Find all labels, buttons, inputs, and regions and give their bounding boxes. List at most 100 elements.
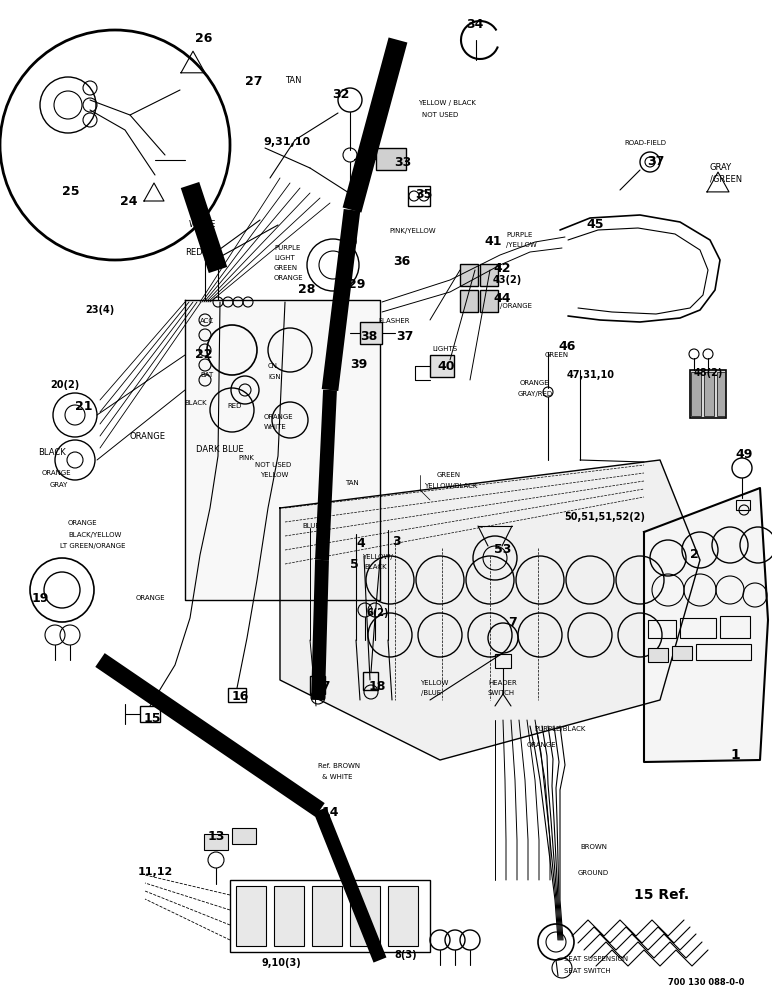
Text: PINK/YELLOW: PINK/YELLOW — [389, 228, 435, 234]
Text: 6(2): 6(2) — [366, 608, 388, 618]
Text: SWITCH: SWITCH — [487, 690, 514, 696]
Text: ORANGE: ORANGE — [274, 275, 303, 281]
Text: PINK: PINK — [238, 455, 254, 461]
Text: GREEN: GREEN — [437, 472, 461, 478]
Text: 42: 42 — [493, 262, 510, 275]
Text: RED: RED — [185, 248, 202, 257]
Text: TAN: TAN — [285, 76, 302, 85]
Text: BLACK: BLACK — [38, 448, 66, 457]
Text: LIGHTS: LIGHTS — [432, 346, 457, 352]
Text: BLACK: BLACK — [364, 564, 387, 570]
Text: 2: 2 — [690, 548, 699, 561]
Bar — [388, 886, 418, 946]
Text: DARK BLUE: DARK BLUE — [196, 445, 244, 454]
Text: 17: 17 — [314, 680, 331, 693]
Text: 39: 39 — [350, 358, 367, 371]
Text: NOT USED: NOT USED — [255, 462, 291, 468]
Bar — [704, 372, 714, 416]
Text: ORANGE: ORANGE — [68, 520, 97, 526]
Text: TAN: TAN — [345, 480, 359, 486]
Bar — [680, 618, 716, 638]
Text: 20(2): 20(2) — [50, 380, 80, 390]
Text: 16: 16 — [232, 690, 249, 703]
Text: 32: 32 — [332, 88, 350, 101]
Text: & WHITE: & WHITE — [322, 774, 353, 780]
Text: 23(4): 23(4) — [85, 305, 114, 315]
Bar — [274, 886, 304, 946]
Text: CN: CN — [268, 363, 278, 369]
Text: SEAT SUSPENSION: SEAT SUSPENSION — [564, 956, 628, 962]
Text: BAT: BAT — [200, 372, 213, 378]
Text: 34: 34 — [466, 18, 483, 31]
Text: GRAY: GRAY — [50, 482, 69, 488]
Polygon shape — [644, 488, 768, 762]
Text: Ref. BROWN: Ref. BROWN — [318, 763, 360, 769]
Bar — [204, 834, 228, 850]
Bar — [360, 322, 382, 344]
Text: NOT USED: NOT USED — [422, 112, 459, 118]
Text: 43(2): 43(2) — [493, 275, 522, 285]
Polygon shape — [185, 300, 380, 600]
Text: 35: 35 — [415, 188, 432, 201]
Bar — [720, 616, 750, 638]
Text: YELLOW: YELLOW — [260, 472, 289, 478]
Text: 40: 40 — [437, 360, 455, 373]
Bar — [230, 880, 430, 952]
Bar — [691, 372, 701, 416]
Text: WHITE: WHITE — [189, 220, 216, 229]
Text: 46: 46 — [558, 340, 575, 353]
Text: /GREEN: /GREEN — [710, 174, 742, 183]
Text: SEAT SWITCH: SEAT SWITCH — [564, 968, 611, 974]
Text: GROUND: GROUND — [578, 870, 609, 876]
Bar — [376, 148, 406, 170]
Text: 48(2): 48(2) — [694, 368, 723, 378]
Text: ORANGE: ORANGE — [527, 742, 557, 748]
Text: YELLOW/: YELLOW/ — [362, 554, 393, 560]
Text: 24: 24 — [120, 195, 137, 208]
Text: 700 130 088-0-0: 700 130 088-0-0 — [668, 978, 744, 987]
Bar — [460, 264, 478, 286]
Text: /ORANGE: /ORANGE — [500, 303, 532, 309]
Text: 1: 1 — [730, 748, 740, 762]
Bar — [430, 355, 454, 377]
Text: 38: 38 — [360, 330, 378, 343]
Text: YELLOW / BLACK: YELLOW / BLACK — [418, 100, 476, 106]
Text: ROAD-FIELD: ROAD-FIELD — [624, 140, 666, 146]
Text: ORANGE: ORANGE — [136, 595, 166, 601]
Text: GREEN: GREEN — [274, 265, 298, 271]
Text: /BLUE: /BLUE — [421, 690, 441, 696]
Text: 9,10(3): 9,10(3) — [262, 958, 302, 968]
Text: 22: 22 — [195, 348, 212, 361]
Text: HEADER: HEADER — [488, 680, 516, 686]
Bar — [408, 186, 430, 206]
Text: 9,31,10: 9,31,10 — [263, 137, 310, 147]
Bar — [480, 290, 498, 312]
Text: LIGHT: LIGHT — [274, 255, 295, 261]
Text: 19: 19 — [32, 592, 49, 605]
Text: 37: 37 — [647, 155, 665, 168]
Text: PURPLE/BLACK: PURPLE/BLACK — [534, 726, 585, 732]
Text: GREEN: GREEN — [545, 352, 569, 358]
Text: ORANGE: ORANGE — [520, 380, 550, 386]
Text: ORANGE: ORANGE — [264, 414, 293, 420]
Polygon shape — [280, 460, 700, 760]
Text: IGN: IGN — [268, 374, 281, 380]
Text: 5: 5 — [350, 558, 359, 571]
Text: 36: 36 — [393, 255, 410, 268]
Bar — [648, 620, 676, 638]
Text: ORANGE: ORANGE — [130, 432, 166, 441]
Text: 41: 41 — [484, 235, 502, 248]
Bar — [717, 372, 725, 416]
Text: YELLOW: YELLOW — [420, 680, 449, 686]
Text: GRAY: GRAY — [710, 163, 732, 172]
Bar — [232, 828, 256, 844]
Text: 29: 29 — [348, 278, 365, 291]
Text: BLUE: BLUE — [302, 523, 320, 529]
Bar — [312, 886, 342, 946]
Text: RED: RED — [227, 403, 242, 409]
Text: PURPLE: PURPLE — [506, 232, 533, 238]
Text: 45: 45 — [586, 218, 604, 231]
Bar — [736, 500, 750, 510]
Text: 30: 30 — [340, 236, 357, 249]
Text: 21: 21 — [75, 400, 93, 413]
